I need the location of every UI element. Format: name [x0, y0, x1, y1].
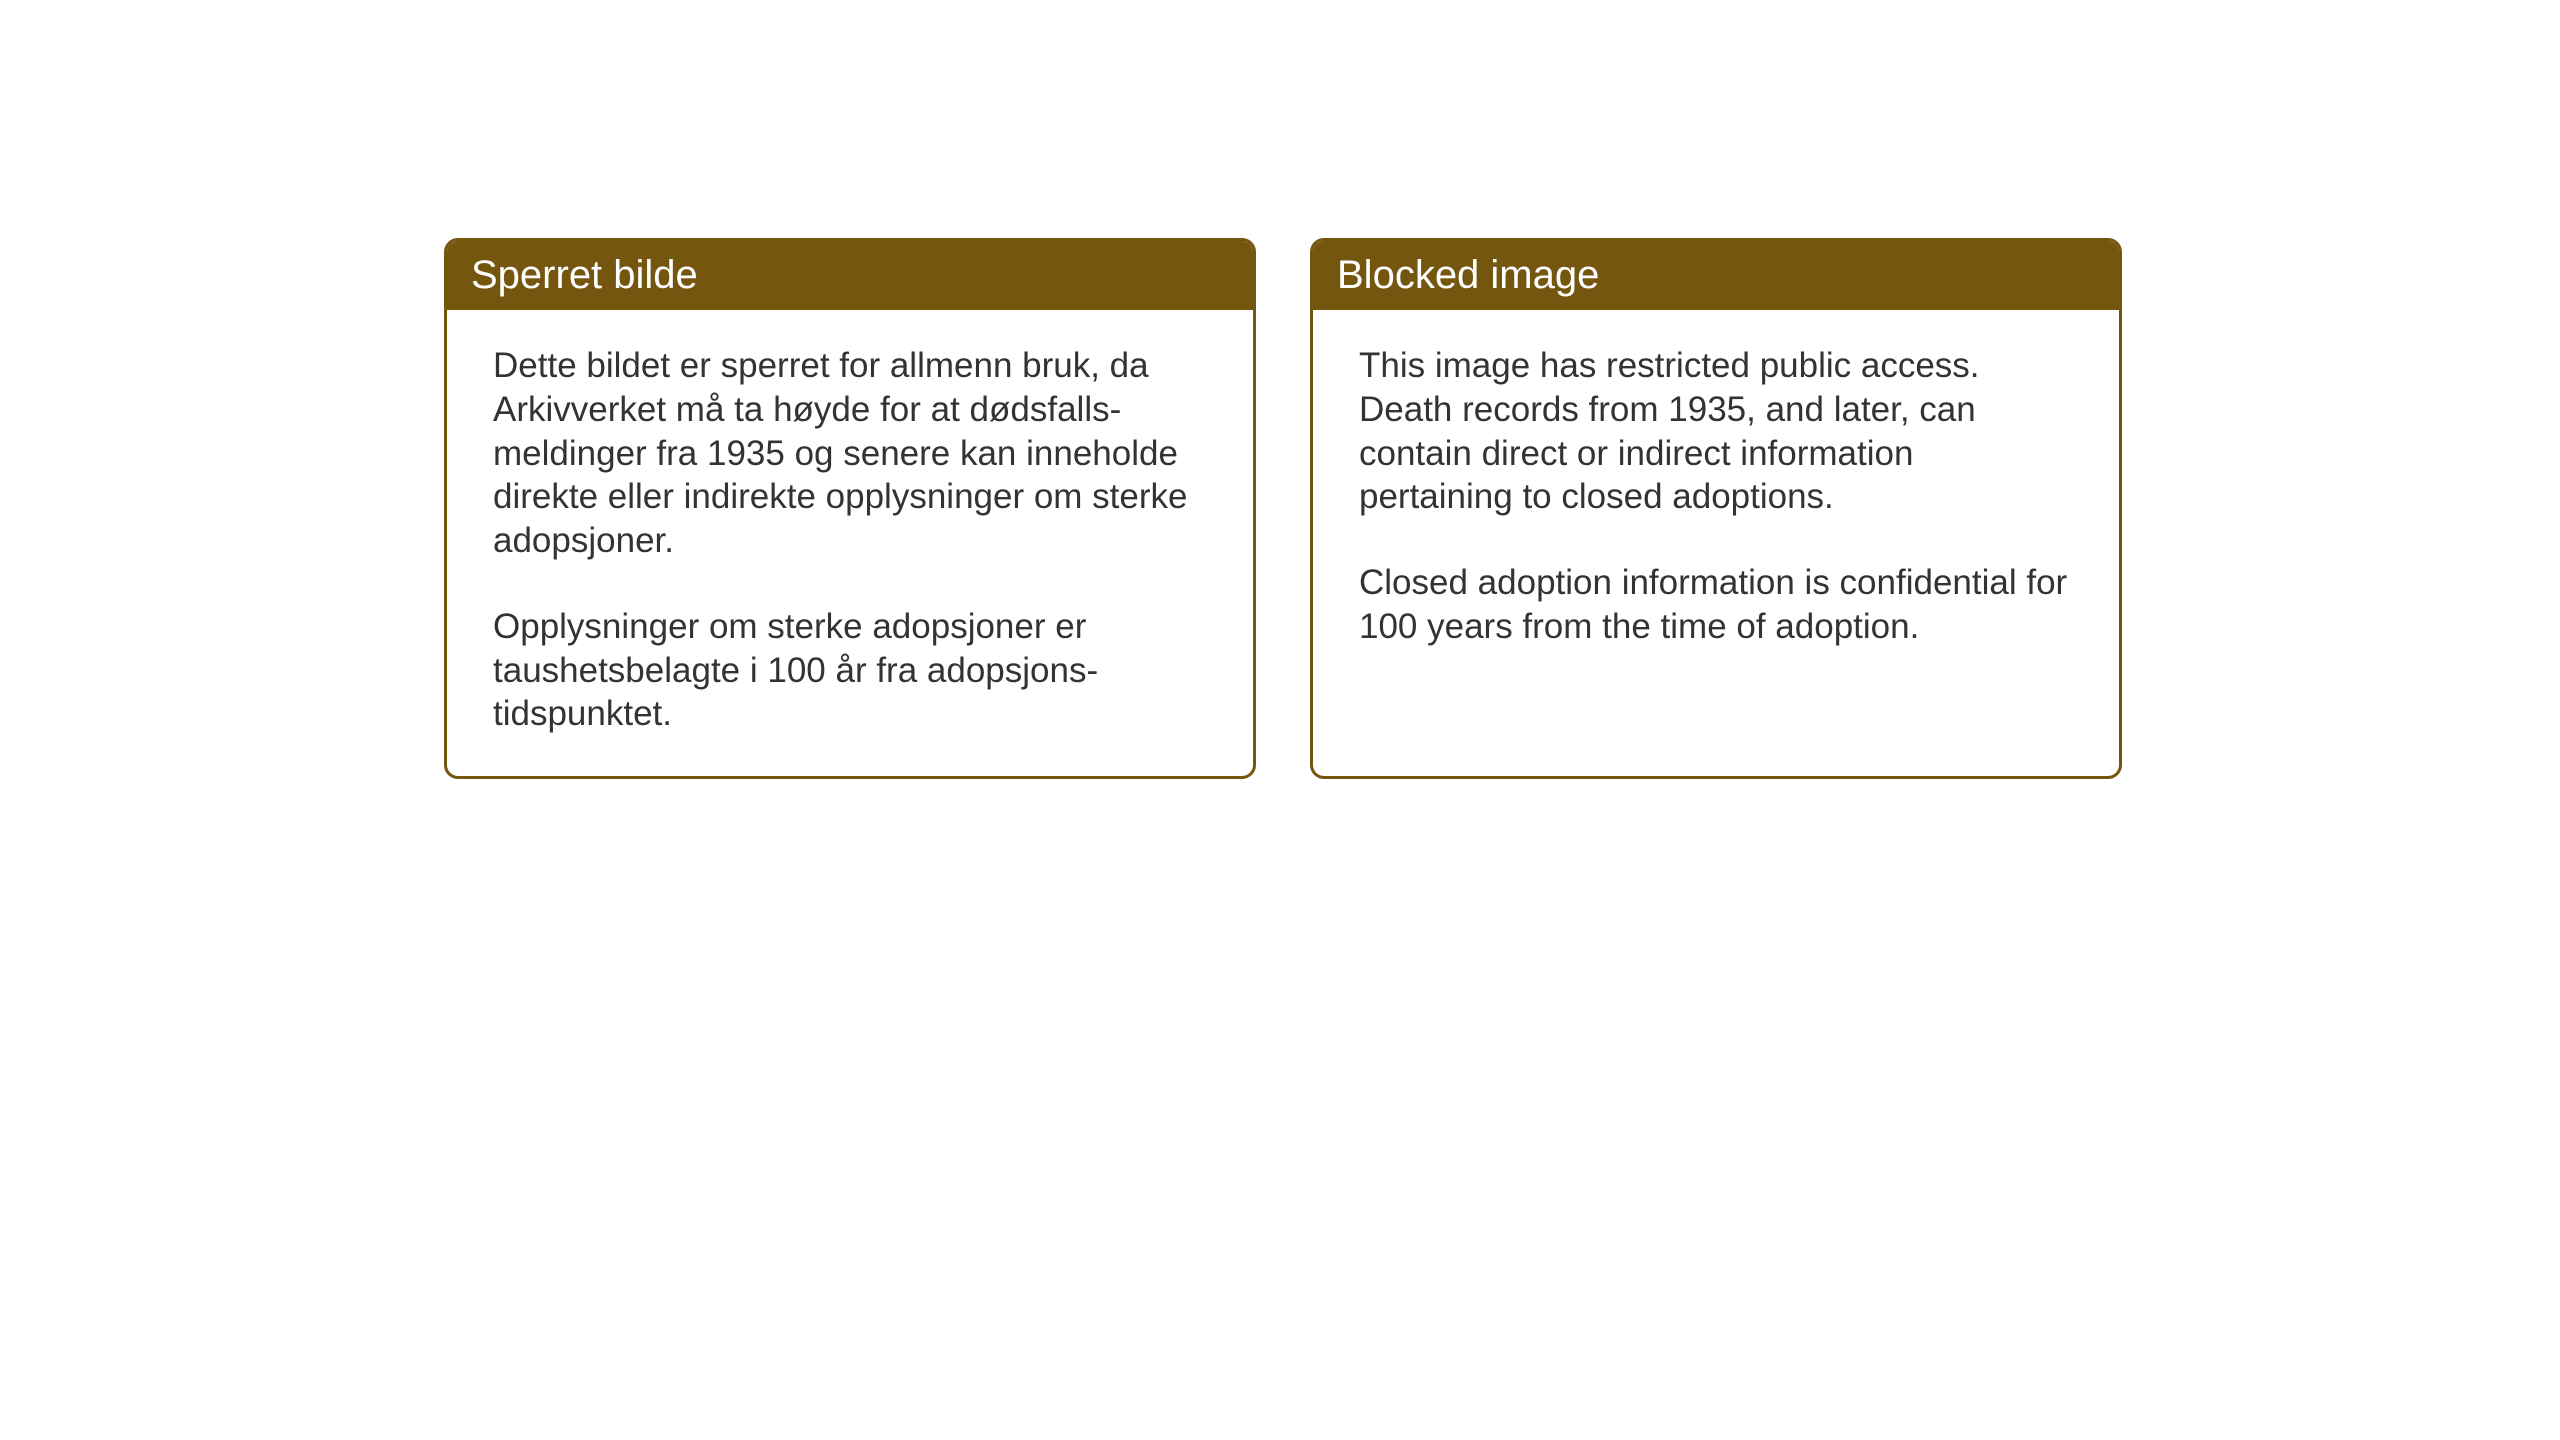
notice-header-english: Blocked image [1313, 241, 2119, 310]
notice-header-norwegian: Sperret bilde [447, 241, 1253, 310]
notice-body-norwegian: Dette bildet er sperret for allmenn bruk… [447, 310, 1253, 776]
notice-container: Sperret bilde Dette bildet er sperret fo… [444, 238, 2122, 779]
notice-paragraph: Closed adoption information is confident… [1359, 561, 2073, 649]
notice-paragraph: This image has restricted public access.… [1359, 344, 2073, 519]
notice-paragraph: Dette bildet er sperret for allmenn bruk… [493, 344, 1207, 563]
notice-card-english: Blocked image This image has restricted … [1310, 238, 2122, 779]
notice-body-english: This image has restricted public access.… [1313, 310, 2119, 689]
notice-card-norwegian: Sperret bilde Dette bildet er sperret fo… [444, 238, 1256, 779]
notice-paragraph: Opplysninger om sterke adopsjoner er tau… [493, 605, 1207, 736]
